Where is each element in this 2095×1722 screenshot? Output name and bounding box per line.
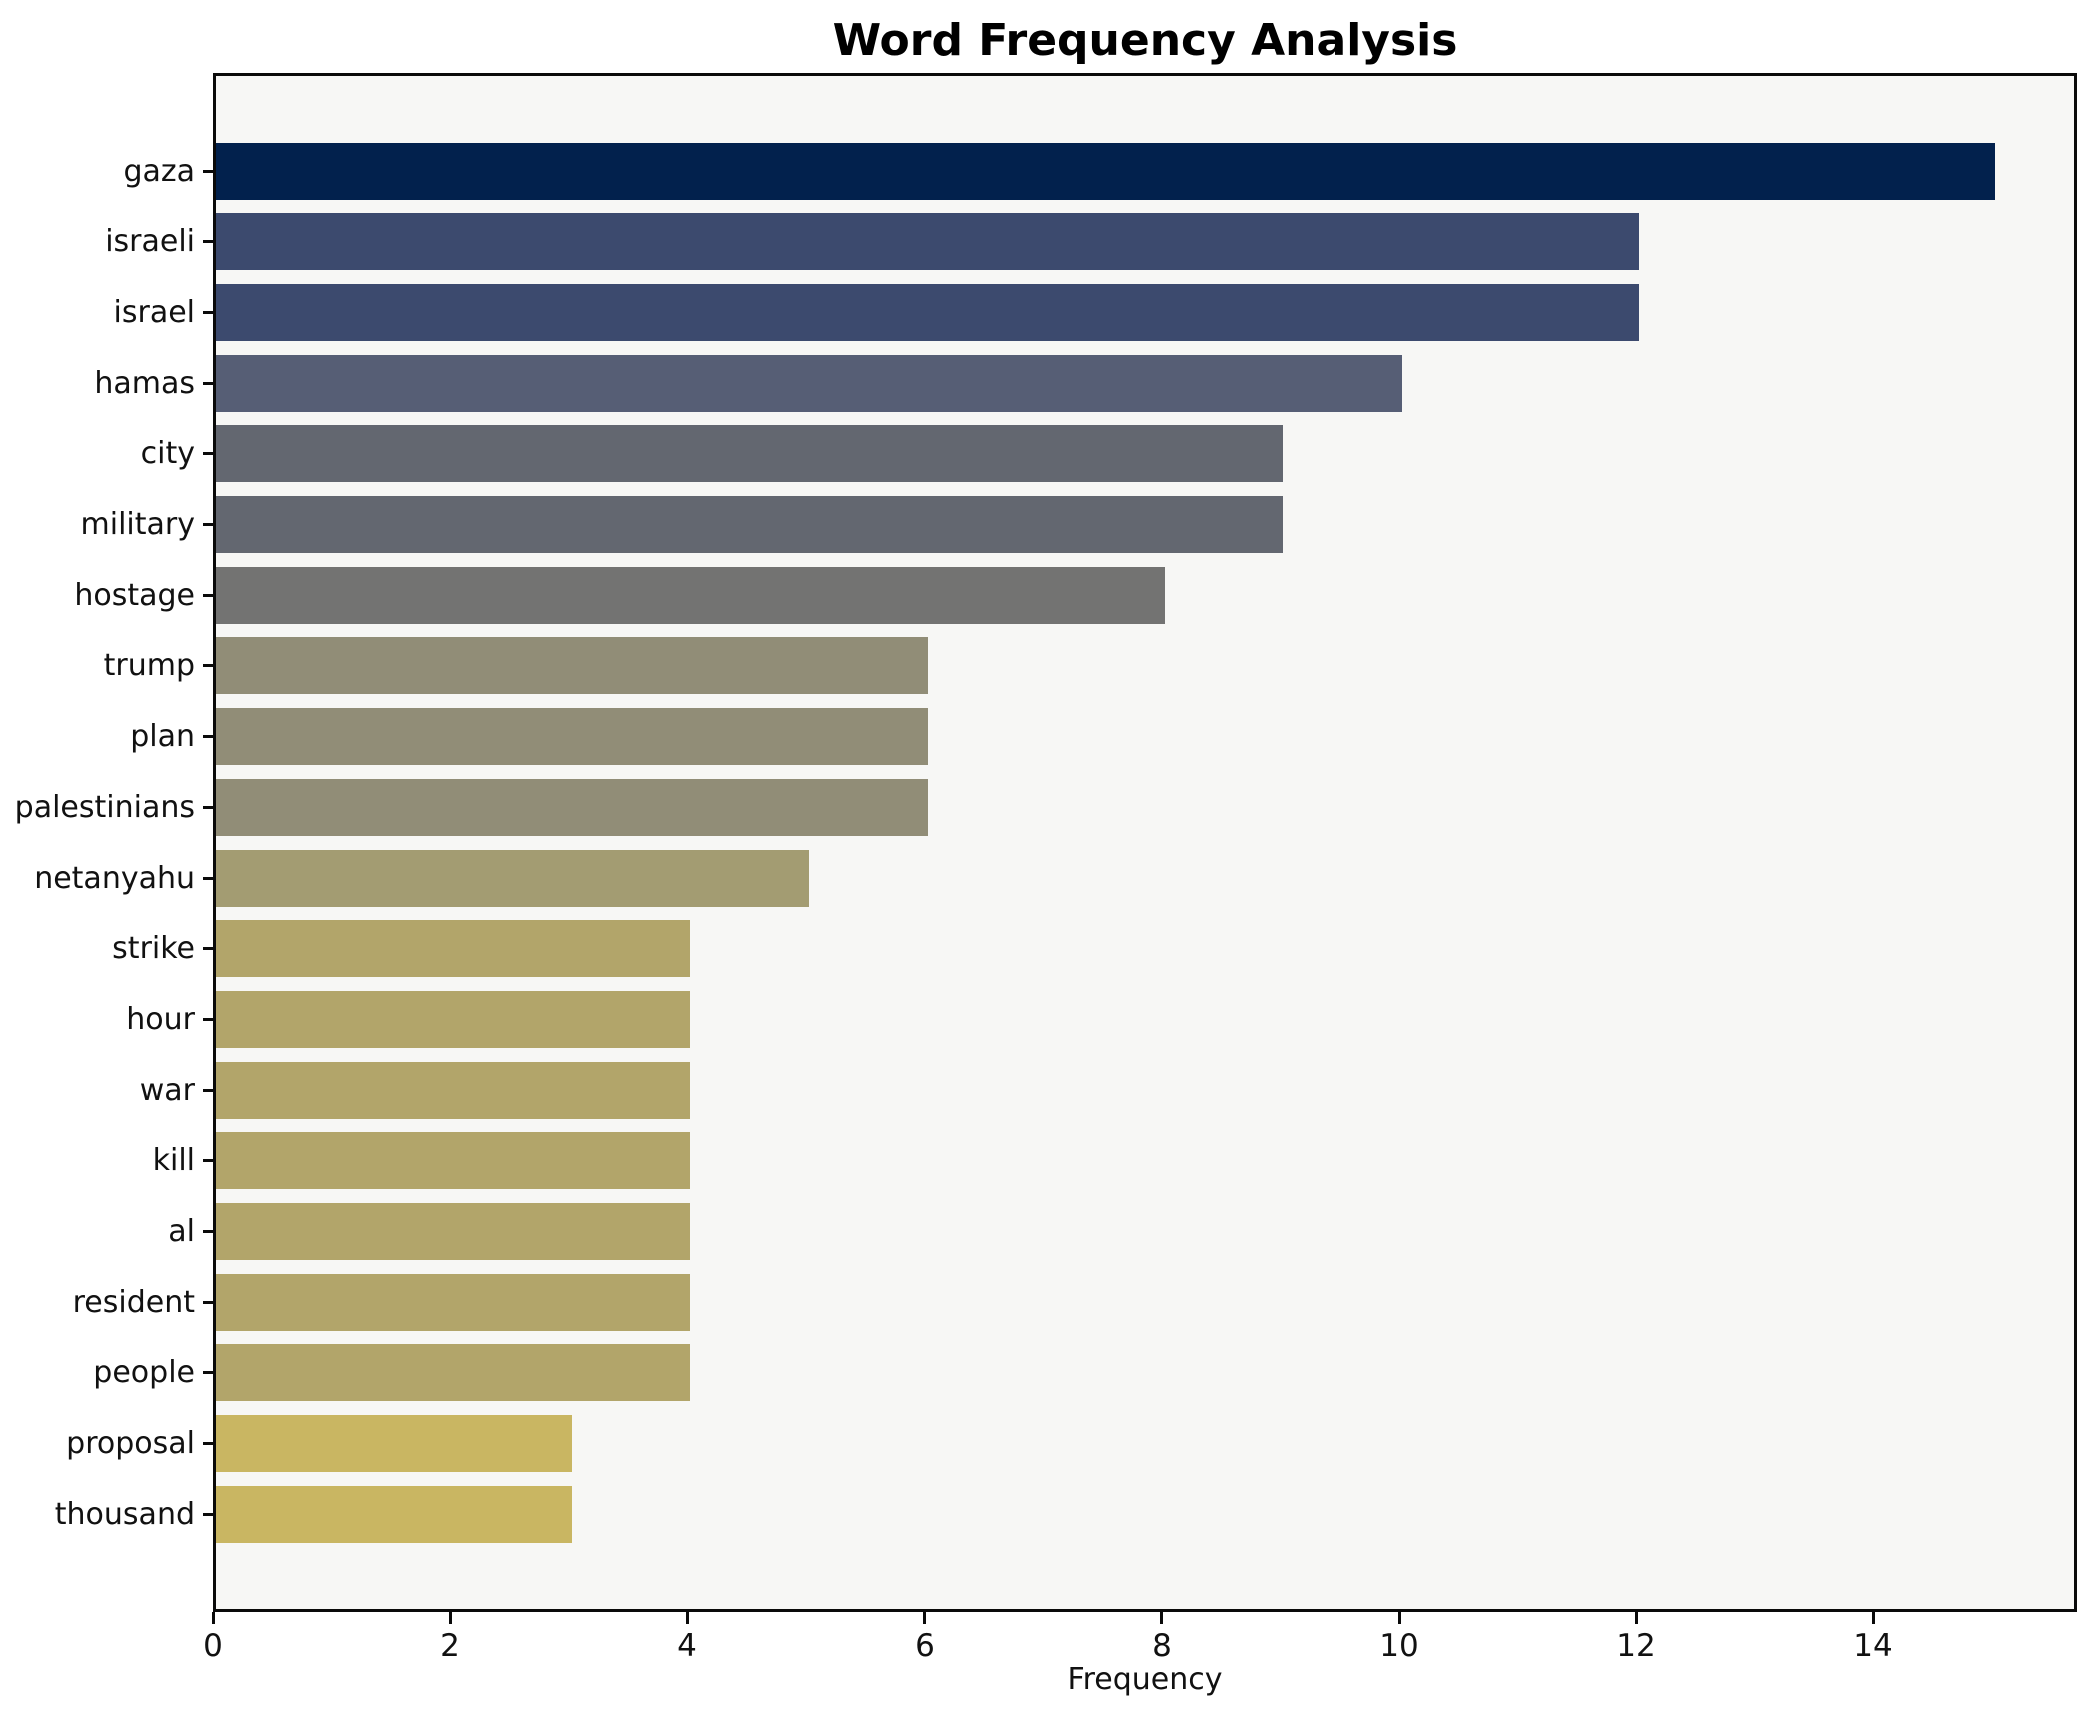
- y-tick-label-plan: plan: [130, 719, 195, 755]
- bar-city: [216, 425, 1283, 483]
- y-tick-mark: [203, 735, 213, 738]
- x-tick-mark: [1872, 1612, 1875, 1624]
- bar-palestinians: [216, 778, 928, 836]
- y-tick-label-military: military: [80, 507, 195, 542]
- y-tick-mark: [203, 1018, 213, 1021]
- y-tick-mark: [203, 806, 213, 809]
- y-tick-label-netanyahu: netanyahu: [34, 860, 195, 896]
- x-tick-mark: [923, 1612, 926, 1624]
- x-axis-label: Frequency: [1067, 1662, 1223, 1697]
- y-tick-mark: [203, 947, 213, 950]
- y-tick-label-resident: resident: [72, 1284, 195, 1320]
- y-tick-mark: [203, 382, 213, 385]
- y-tick-mark: [203, 452, 213, 455]
- bar-plan: [216, 708, 928, 766]
- y-tick-mark: [203, 594, 213, 597]
- y-tick-mark: [203, 1301, 213, 1304]
- x-tick-mark: [1160, 1612, 1163, 1624]
- y-tick-mark: [203, 1371, 213, 1374]
- y-tick-label-hostage: hostage: [74, 577, 195, 613]
- y-tick-mark: [203, 1442, 213, 1445]
- bar-hour: [216, 990, 690, 1048]
- y-tick-label-people: people: [93, 1355, 195, 1391]
- y-tick-label-palestinians: palestinians: [14, 789, 195, 825]
- y-tick-label-thousand: thousand: [54, 1496, 195, 1532]
- x-tick-label-0: 0: [203, 1628, 223, 1664]
- bar-al: [216, 1203, 690, 1260]
- x-tick-label-4: 4: [677, 1628, 697, 1664]
- x-tick-mark: [686, 1612, 689, 1624]
- y-tick-label-war: war: [139, 1072, 195, 1108]
- x-tick-mark: [449, 1612, 452, 1624]
- y-tick-label-israeli: israeli: [105, 224, 195, 260]
- y-tick-mark: [203, 240, 213, 243]
- bar-gaza: [216, 142, 1995, 200]
- bar-resident: [216, 1273, 690, 1331]
- y-tick-label-city: city: [140, 436, 195, 472]
- bar-people: [216, 1344, 690, 1402]
- y-tick-label-hamas: hamas: [94, 365, 195, 401]
- y-tick-label-proposal: proposal: [66, 1426, 195, 1462]
- x-tick-label-8: 8: [1152, 1628, 1172, 1664]
- bar-hostage: [216, 566, 1165, 624]
- x-tick-label-14: 14: [1853, 1628, 1893, 1664]
- x-tick-mark: [212, 1612, 215, 1624]
- bar-kill: [216, 1132, 690, 1190]
- y-tick-mark: [203, 664, 213, 667]
- y-tick-mark: [203, 1230, 213, 1233]
- bar-proposal: [216, 1415, 572, 1473]
- y-tick-mark: [203, 523, 213, 526]
- x-tick-mark: [1398, 1612, 1401, 1624]
- y-tick-mark: [203, 1513, 213, 1516]
- y-tick-label-israel: israel: [113, 294, 195, 330]
- bar-israeli: [216, 213, 1639, 271]
- bar-thousand: [216, 1485, 572, 1543]
- bar-israel: [216, 283, 1639, 341]
- plot-area: [213, 73, 2077, 1612]
- x-tick-mark: [1635, 1612, 1638, 1624]
- bars-layer: [216, 76, 2074, 1609]
- bar-war: [216, 1061, 690, 1119]
- x-tick-label-10: 10: [1379, 1628, 1419, 1664]
- bar-trump: [216, 637, 928, 695]
- y-tick-label-trump: trump: [103, 648, 195, 684]
- bar-netanyahu: [216, 849, 809, 907]
- y-tick-label-kill: kill: [152, 1143, 195, 1179]
- x-tick-label-12: 12: [1616, 1628, 1656, 1664]
- y-tick-mark: [203, 170, 213, 173]
- bar-military: [216, 496, 1283, 553]
- y-tick-mark: [203, 1089, 213, 1092]
- x-tick-label-2: 2: [440, 1628, 460, 1664]
- x-tick-label-6: 6: [915, 1628, 935, 1664]
- y-tick-label-hour: hour: [126, 1001, 195, 1037]
- y-tick-label-gaza: gaza: [123, 153, 195, 189]
- y-tick-label-strike: strike: [112, 931, 195, 967]
- y-tick-mark: [203, 1159, 213, 1162]
- y-tick-mark: [203, 877, 213, 880]
- chart-title: Word Frequency Analysis: [832, 15, 1458, 66]
- bar-hamas: [216, 354, 1402, 412]
- y-tick-label-al: al: [168, 1214, 195, 1249]
- bar-strike: [216, 920, 690, 978]
- y-tick-mark: [203, 311, 213, 314]
